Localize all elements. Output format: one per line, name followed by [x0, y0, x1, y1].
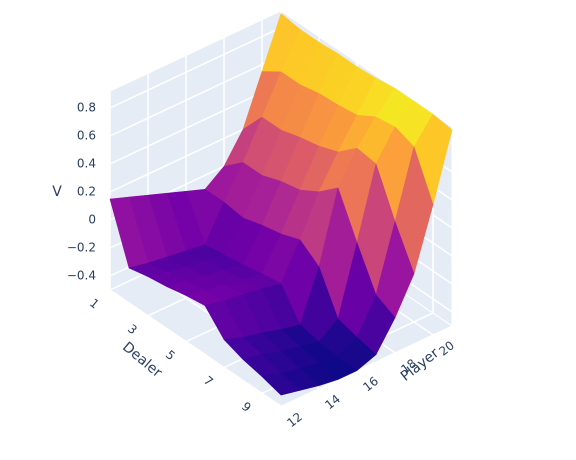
- z-tick-label: 0.2: [77, 185, 96, 199]
- y-tick-label: 14: [322, 392, 343, 412]
- z-tick-label: 0.8: [77, 101, 96, 115]
- y-tick-label: 16: [360, 374, 381, 394]
- x-tick-label: 9: [239, 399, 254, 415]
- z-tick-label: −0.4: [67, 269, 96, 283]
- x-tick-label: 3: [125, 322, 140, 338]
- z-tick-label: 0.4: [77, 157, 96, 171]
- z-tick-label: −0.2: [67, 241, 96, 255]
- grid-line: [109, 54, 282, 137]
- x-tick-label: 5: [163, 347, 178, 363]
- grid-line: [109, 82, 282, 165]
- grid-line: [109, 26, 282, 109]
- x-tick-label: 7: [201, 373, 216, 389]
- z-axis-title: V: [52, 184, 62, 200]
- x-tick-label: 1: [87, 296, 102, 312]
- z-tick-label: 0.6: [77, 129, 96, 143]
- grid-line: [109, 289, 282, 407]
- surface-patch: [261, 372, 301, 396]
- z-tick-label: 0: [88, 213, 96, 227]
- x-axis-title: Dealer: [119, 339, 165, 381]
- y-tick-label: 12: [284, 410, 305, 430]
